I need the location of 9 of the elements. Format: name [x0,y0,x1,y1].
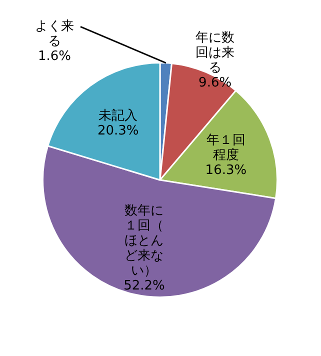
slice-label: 未記入 [98,108,138,124]
slice-label: 年に数回は来る [196,30,235,76]
data-label: 1.6% [38,49,71,64]
data-label: 16.3% [205,162,247,178]
data-label: 20.3% [97,123,139,138]
data-label: 52.2% [124,278,165,294]
slice-label: よく来る [34,19,74,50]
slice-label: 数年に１回（ほとんど来ない） [124,203,164,278]
slice-label: 年１回程度 [206,132,246,163]
